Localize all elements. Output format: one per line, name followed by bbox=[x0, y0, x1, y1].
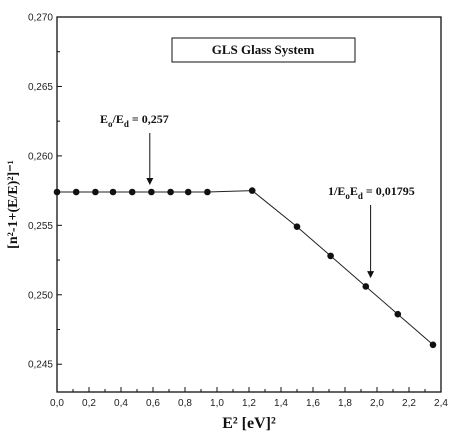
x-tick-label: 2,4 bbox=[434, 398, 448, 409]
data-point bbox=[293, 223, 301, 231]
y-tick-label: 0,245 bbox=[28, 360, 53, 371]
fit-line bbox=[57, 190, 434, 346]
arrow-head bbox=[146, 178, 154, 186]
x-tick-label: 1,0 bbox=[210, 398, 224, 409]
x-tick-label: 1,4 bbox=[274, 398, 288, 409]
annotation-text: Eo/Ed = 0,257 bbox=[100, 112, 169, 129]
x-axis: 0,0 0,2 0,4 0,6 0,8 1,0 1,2 1,4 1,6 1,8 2,0 2,2 2,4 bbox=[50, 387, 448, 409]
arrow-head bbox=[367, 271, 375, 279]
x-tick-label: 1,6 bbox=[306, 398, 320, 409]
data-point bbox=[128, 188, 136, 196]
y-tick-label: 0,250 bbox=[28, 290, 53, 301]
annotation-text: 1/EoEd = 0,01795 bbox=[328, 184, 415, 201]
data-point bbox=[72, 188, 80, 196]
x-tick-label: 2,2 bbox=[402, 398, 416, 409]
data-point bbox=[327, 252, 334, 260]
x-tick-label: 0,0 bbox=[50, 398, 64, 409]
y-tick-label: 0,260 bbox=[28, 151, 53, 162]
data-point bbox=[109, 188, 117, 196]
plot-frame bbox=[56, 16, 442, 393]
data-point bbox=[53, 188, 61, 196]
data-point bbox=[394, 310, 402, 318]
data-point bbox=[429, 341, 437, 349]
data-point bbox=[362, 283, 370, 290]
data-point bbox=[184, 188, 192, 196]
x-tick-label: 0,2 bbox=[82, 398, 96, 409]
data-point bbox=[204, 188, 211, 196]
data-point bbox=[92, 188, 99, 196]
y-axis-title: [n²-1+(E/E)²]⁻¹ bbox=[6, 160, 21, 249]
annotation: Eo/Ed = 0,257 bbox=[100, 112, 169, 186]
y-axis: 0,245 0,250 0,255 0,260 0,265 0,270 bbox=[28, 13, 62, 371]
x-axis-title: E² [eV]² bbox=[222, 415, 276, 432]
x-tick-label: 0,8 bbox=[178, 398, 192, 409]
title-box: GLS Glass System bbox=[171, 37, 356, 63]
x-tick-label: 1,8 bbox=[338, 398, 352, 409]
data-point bbox=[248, 187, 256, 194]
data-point bbox=[148, 188, 155, 196]
y-tick-label: 0,270 bbox=[28, 13, 53, 24]
series-line bbox=[57, 190, 434, 346]
data-points bbox=[53, 187, 437, 349]
x-tick-label: 0,4 bbox=[114, 398, 128, 409]
annotations: Eo/Ed = 0,257 1/EoEd = 0,01795 bbox=[100, 112, 415, 279]
x-tick-label: 0,6 bbox=[146, 398, 160, 409]
x-tick-label: 1,2 bbox=[242, 398, 256, 409]
chart-title: GLS Glass System bbox=[212, 42, 315, 57]
x-tick-label: 2,0 bbox=[370, 398, 384, 409]
data-point bbox=[167, 188, 174, 196]
y-tick-label: 0,265 bbox=[28, 82, 53, 93]
annotation: 1/EoEd = 0,01795 bbox=[328, 184, 415, 279]
y-tick-label: 0,255 bbox=[28, 221, 53, 232]
